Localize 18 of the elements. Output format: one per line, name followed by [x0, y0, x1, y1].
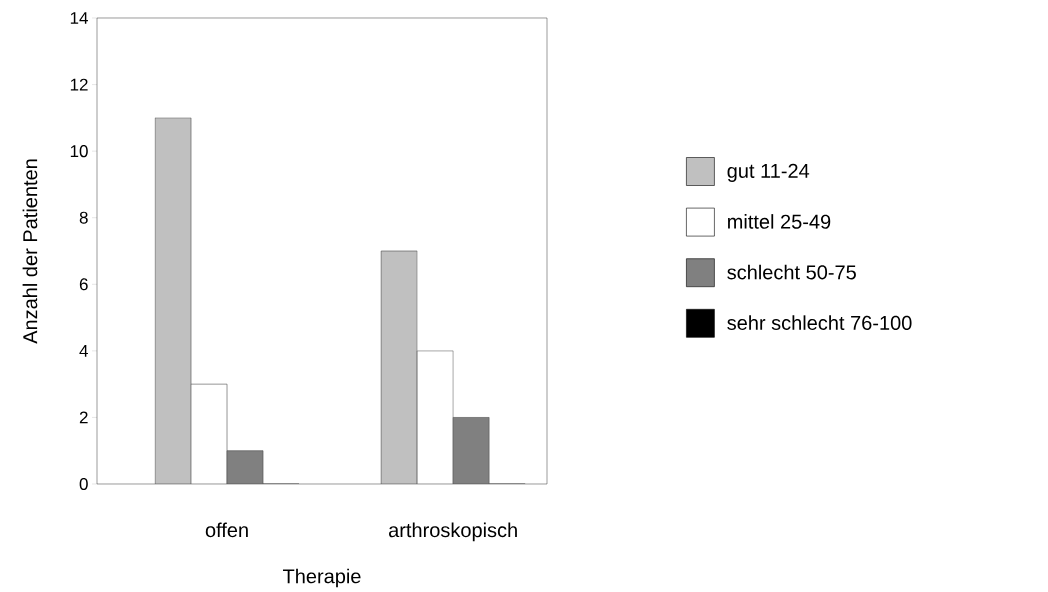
y-tick-label: 2: [79, 411, 88, 424]
y-tick-label: 14: [70, 12, 88, 24]
y-tick-label: 6: [79, 278, 88, 291]
legend-label: schlecht 50-75: [727, 264, 856, 280]
x-tick-label: offen: [205, 522, 248, 538]
text: mittel 25-49: [728, 214, 831, 229]
y-axis-title: Anzahl der Patienten: [22, 159, 38, 344]
y-tick-label: 10: [70, 145, 88, 158]
bar: [226, 450, 264, 484]
legend-label: sehr schlecht 76-100: [727, 315, 912, 330]
x-tick-label: arthroskopisch: [388, 522, 517, 542]
y-tick-label: 8: [79, 211, 88, 224]
bar: [452, 417, 490, 484]
y-tick-label: 0: [79, 477, 88, 491]
y-tick-label: 12: [70, 78, 88, 91]
legend-label: gut 11-24: [727, 163, 810, 182]
x-axis-title: Therapie: [282, 568, 361, 588]
y-tick-label: 4: [79, 345, 88, 357]
